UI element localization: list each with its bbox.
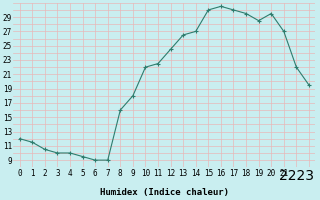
X-axis label: Humidex (Indice chaleur): Humidex (Indice chaleur) — [100, 188, 229, 197]
